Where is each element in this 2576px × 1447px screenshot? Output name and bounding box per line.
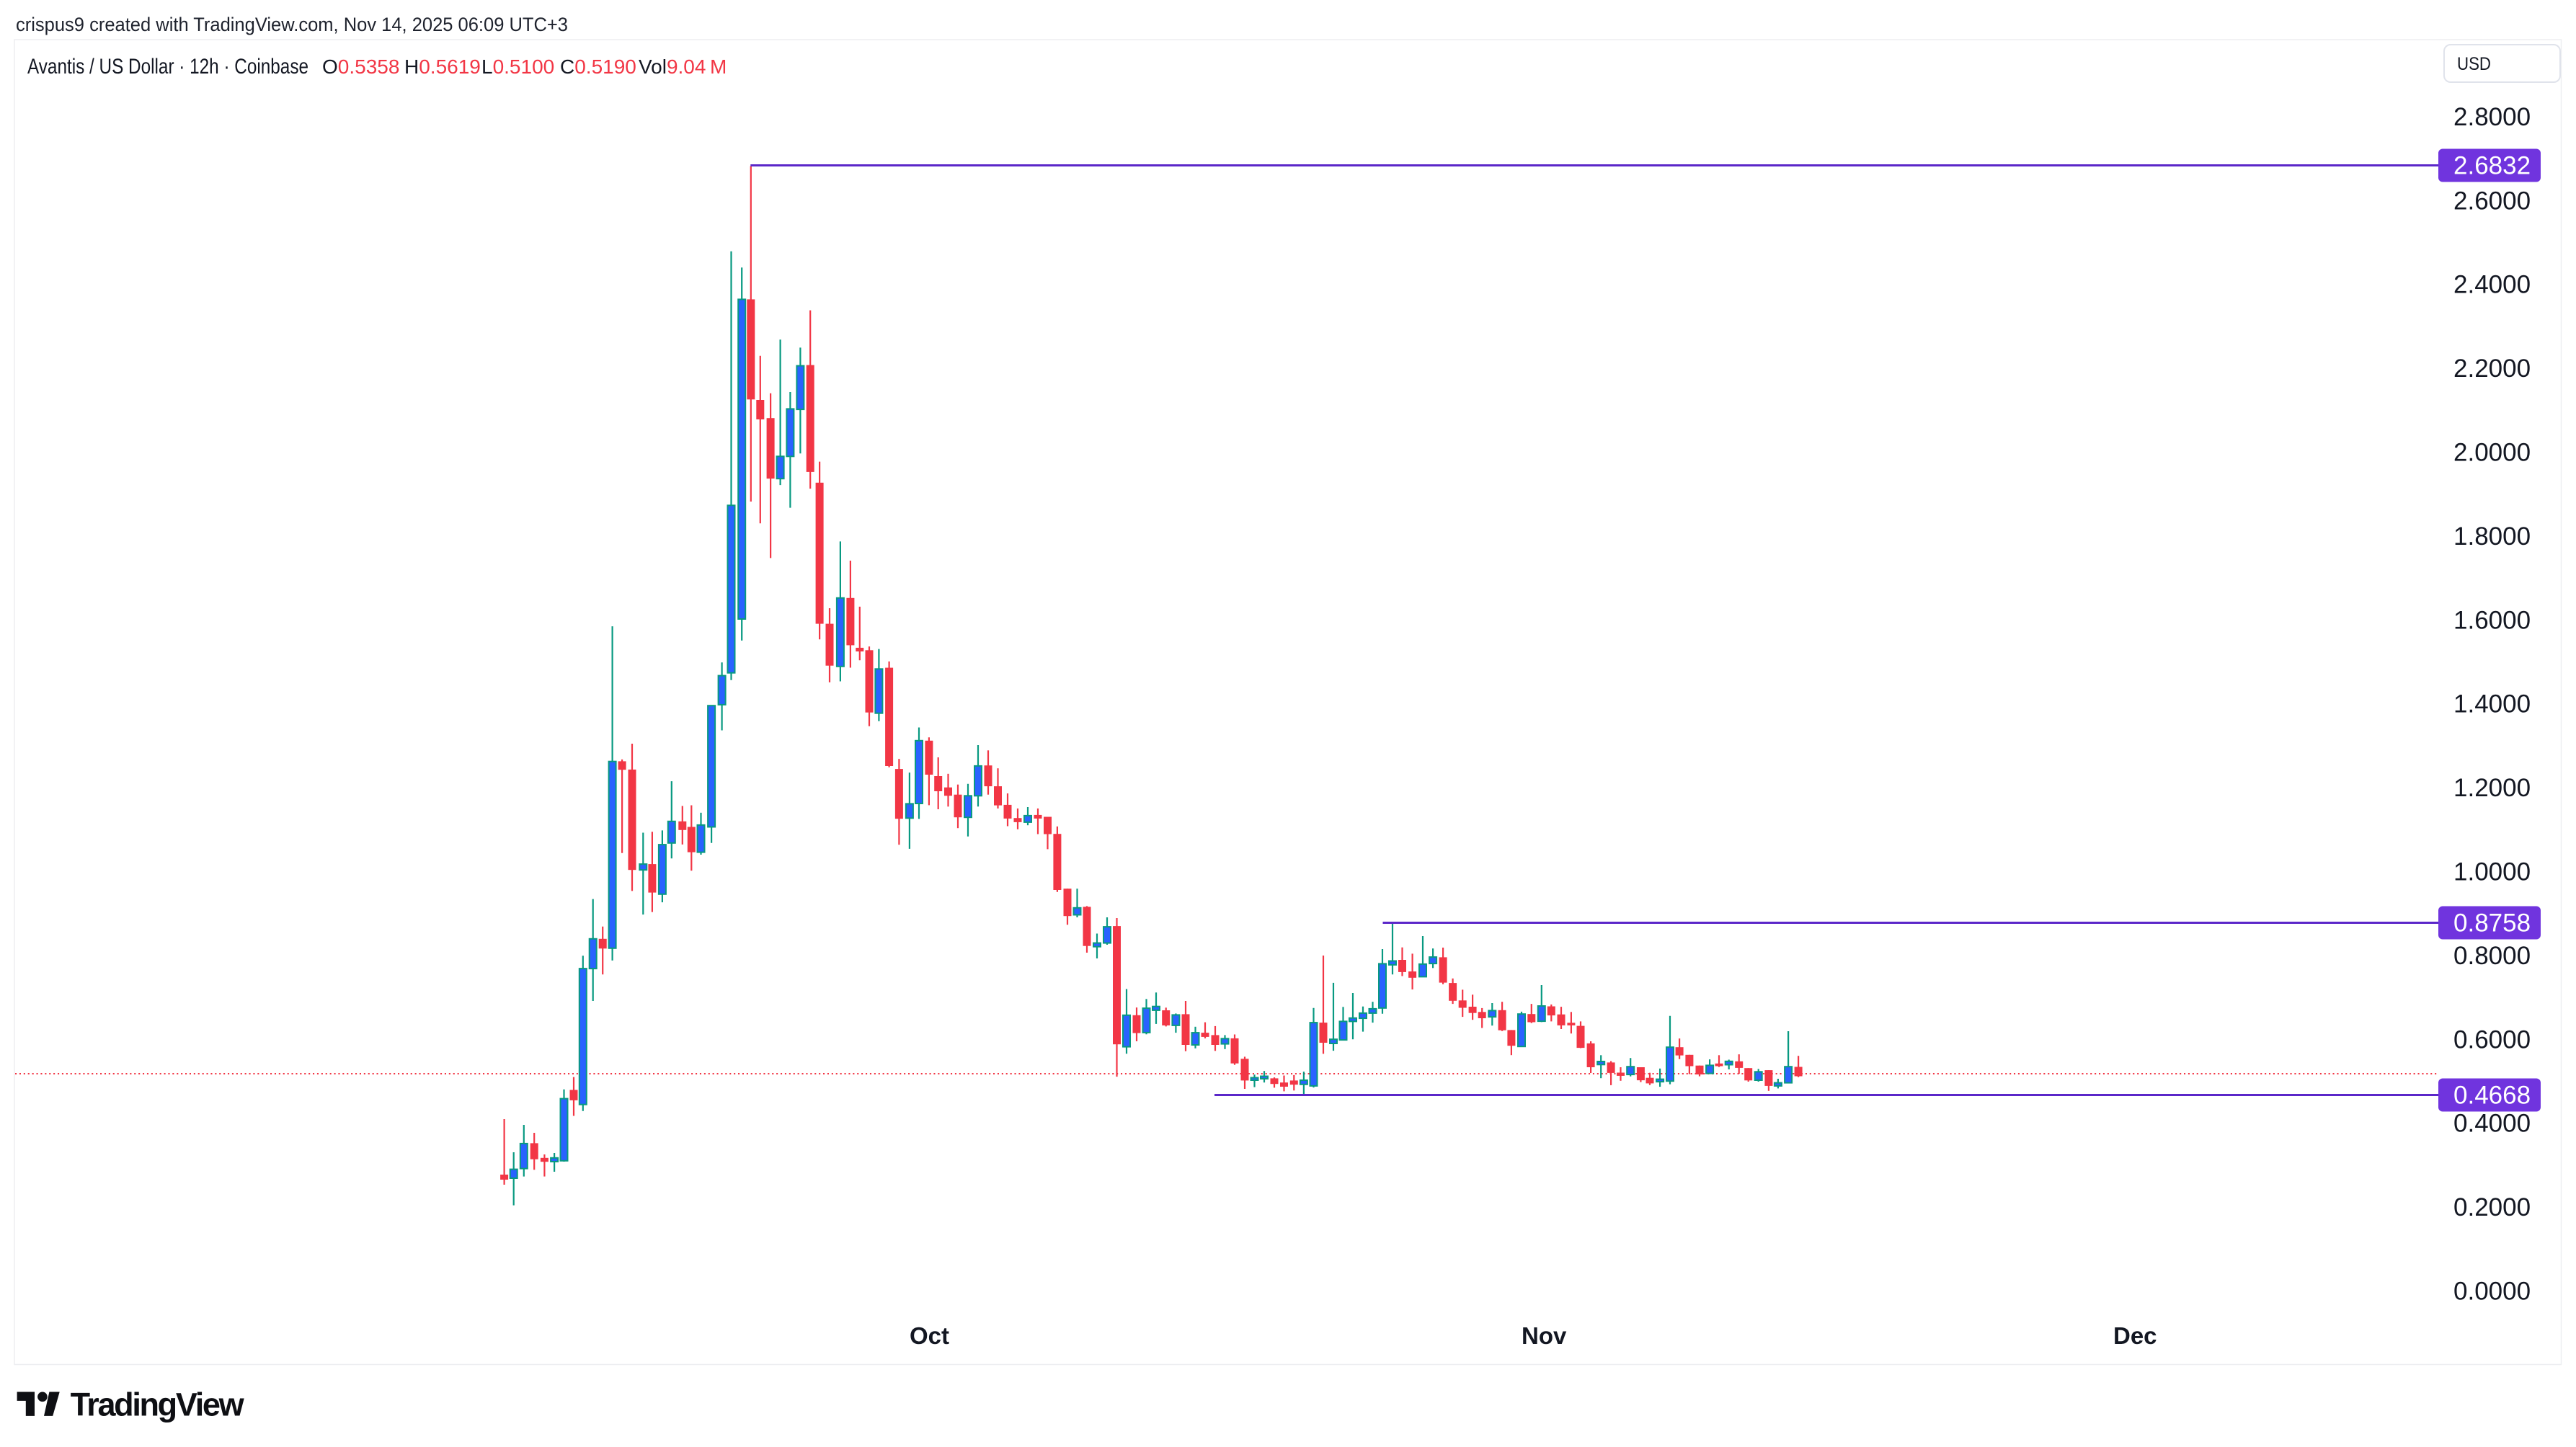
- svg-text:2.8000: 2.8000: [2453, 103, 2531, 131]
- svg-text:1.2000: 1.2000: [2453, 774, 2531, 802]
- svg-text:2.2000: 2.2000: [2453, 355, 2531, 383]
- svg-text:2.6832: 2.6832: [2453, 152, 2531, 180]
- svg-text:2.0000: 2.0000: [2453, 439, 2531, 467]
- svg-text:0.0000: 0.0000: [2453, 1278, 2531, 1306]
- svg-text:Avantis / US Dollar · 12h · Co: Avantis / US Dollar · 12h · Coinbase: [27, 55, 308, 79]
- svg-text:O0.5358: O0.5358: [322, 55, 399, 78]
- svg-text:C0.5190: C0.5190: [560, 55, 636, 78]
- svg-text:0.4000: 0.4000: [2453, 1110, 2531, 1138]
- svg-text:Vol9.04 M: Vol9.04 M: [639, 55, 727, 78]
- svg-text:Oct: Oct: [910, 1322, 949, 1349]
- svg-text:Dec: Dec: [2113, 1322, 2157, 1349]
- svg-text:0.4668: 0.4668: [2453, 1082, 2531, 1110]
- svg-text:0.8000: 0.8000: [2453, 942, 2531, 970]
- svg-text:Nov: Nov: [1522, 1322, 1567, 1349]
- svg-text:0.2000: 0.2000: [2453, 1193, 2531, 1221]
- svg-text:1.6000: 1.6000: [2453, 606, 2531, 634]
- svg-text:1.0000: 1.0000: [2453, 858, 2531, 886]
- svg-text:H0.5619: H0.5619: [404, 55, 481, 78]
- svg-text:L0.5100: L0.5100: [481, 55, 554, 78]
- svg-text:0.6000: 0.6000: [2453, 1025, 2531, 1054]
- svg-text:TradingView: TradingView: [71, 1386, 245, 1423]
- svg-text:1.8000: 1.8000: [2453, 522, 2531, 551]
- svg-text:0.8758: 0.8758: [2453, 909, 2531, 938]
- svg-text:crispus9 created with TradingV: crispus9 created with TradingView.com, N…: [16, 14, 568, 35]
- svg-text:1.4000: 1.4000: [2453, 690, 2531, 718]
- svg-text:2.6000: 2.6000: [2453, 187, 2531, 215]
- svg-text:USD: USD: [2457, 54, 2491, 74]
- svg-text:2.4000: 2.4000: [2453, 271, 2531, 299]
